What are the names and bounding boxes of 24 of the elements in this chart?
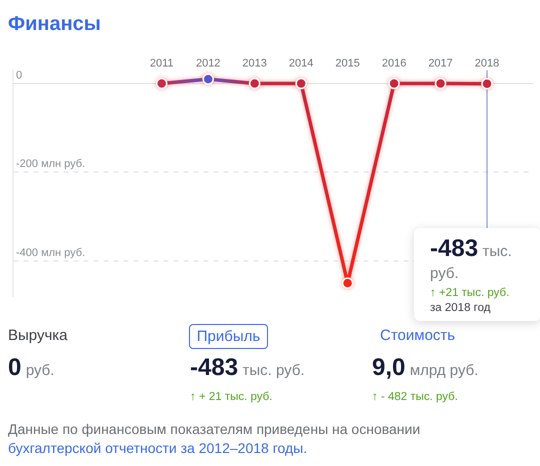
- y-tick-label: -200 млн руб.: [16, 158, 86, 170]
- text: бухгалтерской отчетности за 2012–2018 годы.: [8, 439, 308, 458]
- text: Данные по финансовым показателям приведены на основании: [8, 420, 420, 439]
- tab-button[interactable]: Прибыль: [189, 324, 268, 349]
- tooltip-card: -483 тыс. руб. ↑ +21 тыс. руб. за 2018 год: [414, 228, 540, 321]
- text: 9,0 млрд руб.: [372, 354, 478, 381]
- text: 0 руб.: [8, 354, 54, 381]
- text: Стоимость: [380, 327, 456, 345]
- x-tick-label: 2011: [150, 58, 174, 70]
- annotation: ↑ +21 тыс. руб.: [430, 286, 510, 301]
- text: Выручка: [8, 327, 68, 345]
- x-tick-label: 2015: [335, 58, 360, 70]
- chart-title: Финансы: [8, 12, 101, 37]
- x-tick-label: 2016: [382, 58, 406, 70]
- x-tick-label: 2012: [196, 58, 220, 70]
- y-tick-label: 0: [16, 70, 22, 82]
- x-tick-label: 2018: [474, 58, 500, 70]
- x-tick-label: 2014: [288, 58, 314, 70]
- text: ↑ - 482 тыс. руб.: [372, 390, 458, 405]
- text: -483 тыс. руб.: [190, 354, 305, 381]
- x-tick-label: 2017: [428, 58, 453, 70]
- text: ↑ + 21 тыс. руб.: [190, 390, 272, 405]
- x-tick-label: 2013: [242, 58, 267, 70]
- y-tick-label: -400 млн руб.: [16, 246, 86, 259]
